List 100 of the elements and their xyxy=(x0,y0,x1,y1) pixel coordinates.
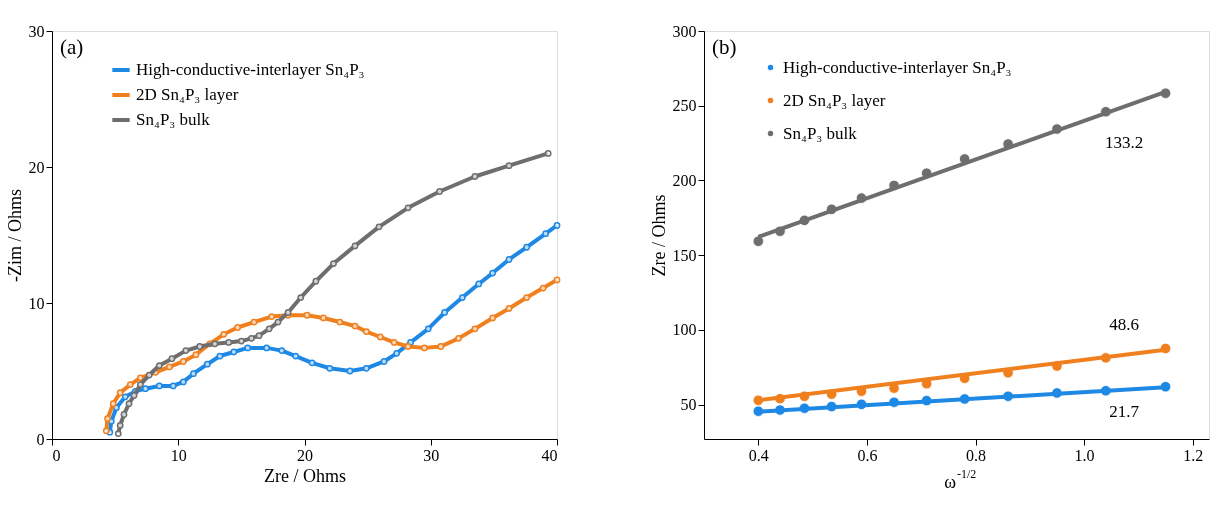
x-tick-label: 40 xyxy=(541,446,558,464)
point xyxy=(489,269,497,277)
point xyxy=(376,333,384,341)
point xyxy=(244,344,252,352)
point xyxy=(102,427,110,435)
point xyxy=(505,162,513,170)
point xyxy=(203,360,211,368)
point xyxy=(116,389,124,397)
point xyxy=(441,309,449,316)
point xyxy=(230,348,238,356)
point xyxy=(278,347,286,354)
point xyxy=(326,364,334,372)
point xyxy=(192,351,200,359)
point xyxy=(390,339,398,346)
y-tick-label: 300 xyxy=(672,22,697,40)
y-tick-label: 10 xyxy=(28,294,45,312)
point xyxy=(346,367,354,375)
point xyxy=(489,314,497,322)
point xyxy=(421,344,428,352)
point xyxy=(523,294,531,301)
point xyxy=(303,311,311,319)
point xyxy=(155,382,163,390)
point xyxy=(225,339,233,346)
point xyxy=(362,364,370,372)
y-tick-label: 30 xyxy=(28,22,45,40)
point xyxy=(505,256,513,263)
point xyxy=(155,362,163,369)
x-tick-label: 1.0 xyxy=(1074,446,1095,464)
chart-title: (b) xyxy=(712,35,737,59)
legend-label: High-conductive-interlayer Sn₄P₃ xyxy=(136,60,365,79)
point xyxy=(121,393,129,401)
point xyxy=(190,370,197,378)
point xyxy=(320,314,327,322)
point xyxy=(375,223,383,231)
point xyxy=(475,280,483,288)
point xyxy=(250,318,258,326)
point xyxy=(455,334,462,342)
point xyxy=(104,415,111,422)
point xyxy=(292,352,300,360)
point xyxy=(125,400,133,408)
point xyxy=(265,325,273,333)
legend-label: 2D Sn₄P₃ layer xyxy=(783,90,886,110)
point xyxy=(458,294,466,301)
point xyxy=(312,277,320,285)
point xyxy=(179,378,187,386)
y-tick-label: 20 xyxy=(28,158,45,176)
y-axis-title: Zre / Ohms xyxy=(648,194,669,277)
point xyxy=(109,400,117,408)
y-axis-title: -Zim / Ohms xyxy=(4,189,25,282)
y-tick-label: 0 xyxy=(36,430,45,448)
point xyxy=(255,332,263,340)
x-tick-label: 20 xyxy=(297,446,313,464)
point xyxy=(471,325,479,333)
y-tick-label: 100 xyxy=(672,321,697,339)
chart-title: (a) xyxy=(60,35,84,59)
y-tick-label: 150 xyxy=(672,246,697,264)
point xyxy=(166,363,173,371)
point xyxy=(752,235,764,247)
point xyxy=(437,343,445,350)
point xyxy=(116,422,124,429)
x-axis-title: Zre / Ohms xyxy=(264,465,346,486)
annotation: 48.6 xyxy=(1109,315,1139,334)
annotation: 133.2 xyxy=(1104,133,1144,152)
y-tick-label: 250 xyxy=(672,97,697,115)
point xyxy=(542,230,550,238)
x-tick-label: 10 xyxy=(170,446,187,464)
point xyxy=(220,330,228,338)
point xyxy=(297,294,305,301)
x-tick-label: 30 xyxy=(423,446,440,464)
point xyxy=(112,404,120,412)
y-tick-label: 50 xyxy=(680,396,697,414)
x-tick-label: 0 xyxy=(52,446,61,464)
point xyxy=(216,352,224,360)
x-tick-label: 0.6 xyxy=(857,446,878,464)
point xyxy=(169,382,177,390)
point xyxy=(308,359,316,367)
legend-label: 2D Sn₄P₃ layer xyxy=(136,85,239,104)
point xyxy=(142,385,149,393)
legend-label: High-conductive-interlayer Sn₄P₃ xyxy=(783,57,1012,77)
point xyxy=(126,381,134,388)
point xyxy=(505,305,513,312)
point xyxy=(539,284,547,292)
legend-label: Sn₄P₃ bulk xyxy=(136,110,211,129)
point xyxy=(404,204,412,212)
point xyxy=(404,343,412,350)
point xyxy=(136,374,144,382)
point xyxy=(553,276,561,284)
point xyxy=(424,325,432,333)
point xyxy=(234,324,241,331)
point xyxy=(274,318,282,326)
x-tick-label: 1.2 xyxy=(1183,446,1204,464)
point xyxy=(145,371,153,379)
point xyxy=(168,355,176,363)
point xyxy=(263,344,271,352)
annotation: 21.7 xyxy=(1109,402,1140,421)
point xyxy=(182,347,190,354)
point xyxy=(120,411,128,418)
point xyxy=(196,343,204,350)
point xyxy=(351,322,359,330)
y-tick-label: 200 xyxy=(672,171,697,189)
